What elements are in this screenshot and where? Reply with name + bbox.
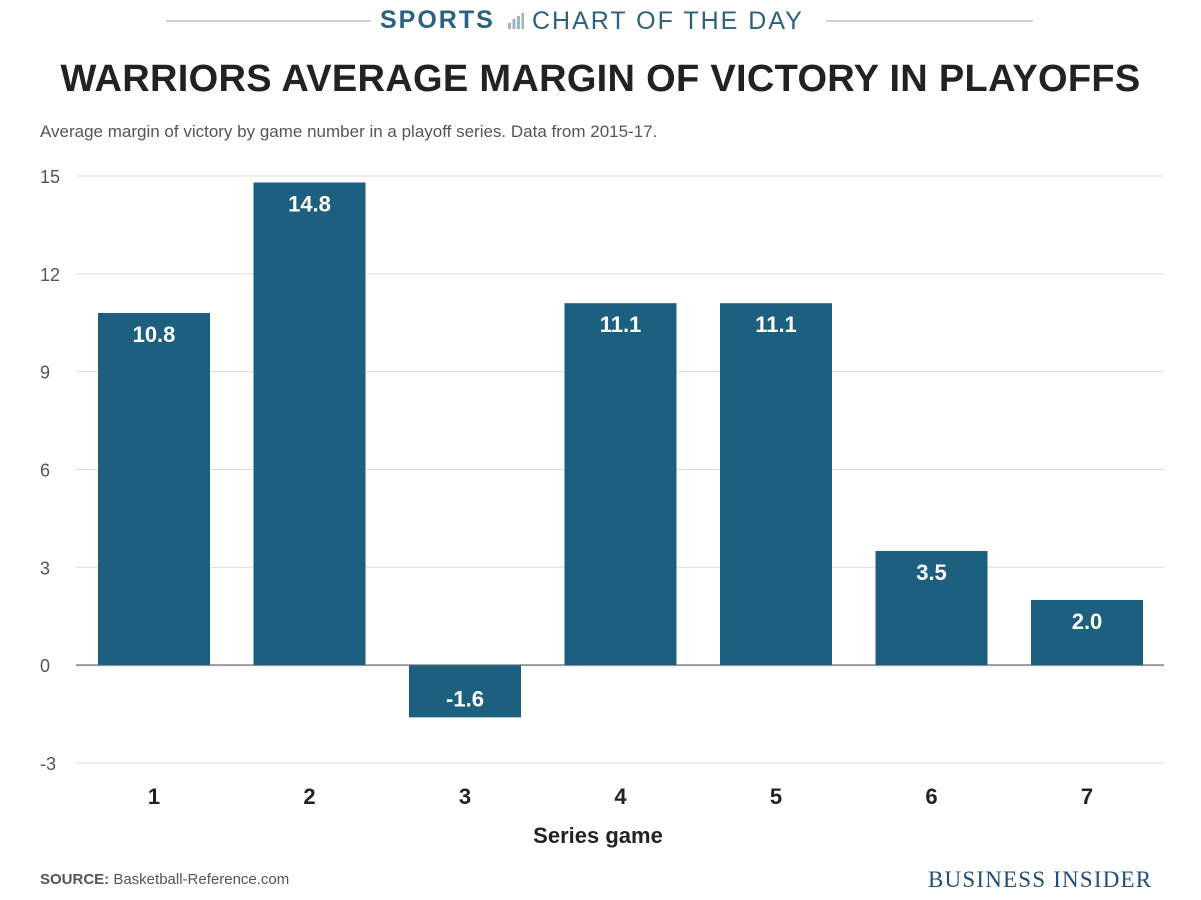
data-label: 14.8 xyxy=(288,192,331,217)
bar xyxy=(409,665,521,718)
bar xyxy=(253,182,366,666)
x-tick-label: 5 xyxy=(770,784,782,809)
bar xyxy=(1031,599,1143,666)
bar xyxy=(98,312,210,666)
banner-series: CHART OF THE DAY xyxy=(532,7,804,35)
y-tick-label: 0 xyxy=(40,656,50,676)
x-tick-label: 7 xyxy=(1081,784,1093,809)
chart-title: WARRIORS AVERAGE MARGIN OF VICTORY IN PL… xyxy=(60,58,1141,100)
y-tick-label: 6 xyxy=(40,461,50,481)
chart-banner: SPORTS CHART OF THE DAY xyxy=(0,4,1201,38)
data-label: 11.1 xyxy=(600,312,642,337)
source-note: SOURCE: Basketball-Reference.com xyxy=(40,871,289,888)
data-label: 11.1 xyxy=(755,312,797,337)
business-insider-logo: BUSINESS INSIDER xyxy=(928,867,1153,892)
x-tick-label: 3 xyxy=(459,784,471,809)
y-tick-label: -3 xyxy=(40,754,56,774)
x-tick-label: 4 xyxy=(614,784,627,809)
bar-chart-icon xyxy=(508,13,524,29)
x-tick-label: 2 xyxy=(303,784,315,809)
bar xyxy=(720,303,832,666)
banner-rule-left xyxy=(166,20,371,22)
bar xyxy=(875,551,988,666)
bar xyxy=(564,303,677,666)
label-layer: 15 12 9 6 3 0 -3 10.8 1 14.8 2 -1.6 3 11.1 4 11.1 5 3.5 6 2… xyxy=(40,167,1102,809)
x-tick-label: 6 xyxy=(925,784,937,809)
banner-rule-right xyxy=(826,20,1033,22)
x-axis-title: Series game xyxy=(533,823,663,848)
chart-subtitle: Average margin of victory by game number… xyxy=(40,122,658,141)
source-text: Basketball-Reference.com xyxy=(109,871,290,888)
y-tick-label: 12 xyxy=(40,265,60,285)
bar-layer xyxy=(98,182,1143,718)
y-tick-label: 15 xyxy=(40,167,60,187)
data-label: 3.5 xyxy=(916,560,947,585)
data-label: -1.6 xyxy=(446,686,484,711)
y-tick-label: 3 xyxy=(40,558,50,578)
x-tick-label: 1 xyxy=(148,784,160,809)
source-label: SOURCE: xyxy=(40,871,110,888)
banner-section: SPORTS xyxy=(380,6,495,34)
bar-chart: 15 12 9 6 3 0 -3 10.8 1 14.8 2 -1.6 3 11.1 4 11.1 5 3.5 6 2… xyxy=(40,167,1164,848)
data-label: 2.0 xyxy=(1072,609,1103,634)
data-label: 10.8 xyxy=(133,322,176,347)
y-tick-label: 9 xyxy=(40,363,50,383)
